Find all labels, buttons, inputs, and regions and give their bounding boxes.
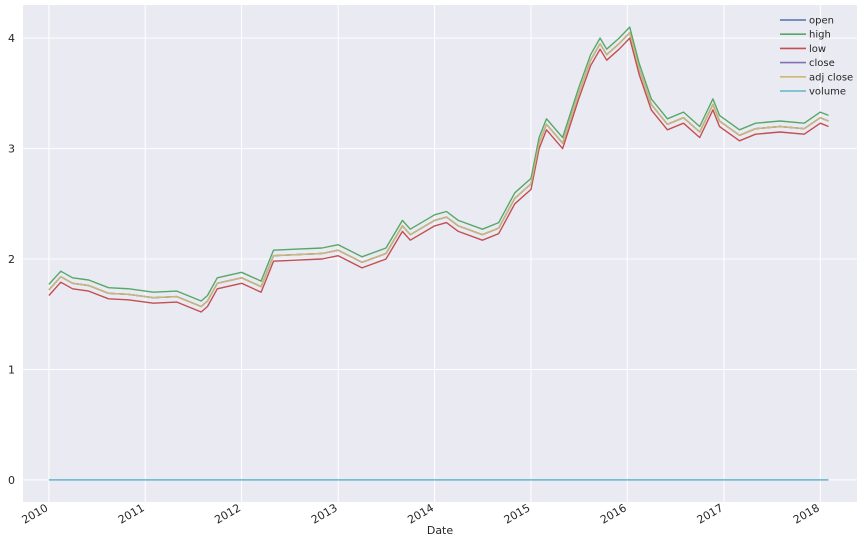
x-tick-label: 2013 xyxy=(309,501,340,526)
series-group xyxy=(48,26,829,481)
legend-label: adj close xyxy=(809,72,853,83)
series-line-low xyxy=(48,37,829,313)
legend-label: open xyxy=(809,16,834,27)
x-tick-label: 2011 xyxy=(116,501,147,526)
x-axis-label: Date xyxy=(427,524,454,537)
x-tick-label: 2018 xyxy=(791,501,822,526)
x-tick-label: 2014 xyxy=(405,501,436,526)
series-line-adj-close xyxy=(48,31,829,308)
legend-label: close xyxy=(809,58,835,69)
legend: open high low close adj close volume xyxy=(780,16,853,98)
x-tick-label: 2017 xyxy=(695,501,726,526)
series-line-high xyxy=(48,26,829,302)
x-tick-label: 2012 xyxy=(212,501,243,526)
grid xyxy=(23,5,857,502)
legend-label: high xyxy=(809,30,831,41)
x-tick-label: 2016 xyxy=(598,501,629,526)
x-axis-ticks: 2010 2011 2012 2013 2014 2015 2016 2017 2018 xyxy=(20,501,822,526)
legend-label: low xyxy=(809,44,826,55)
y-tick-label: 4 xyxy=(8,32,15,45)
plot-area xyxy=(23,5,857,502)
y-tick-label: 0 xyxy=(8,474,15,487)
y-tick-label: 1 xyxy=(8,363,15,376)
x-tick-label: 2015 xyxy=(502,501,533,526)
y-axis-ticks: 0 1 2 3 4 xyxy=(8,32,15,487)
x-tick-label: 2010 xyxy=(20,501,51,526)
y-tick-label: 2 xyxy=(8,253,15,266)
y-tick-label: 3 xyxy=(8,143,15,156)
legend-label: volume xyxy=(809,87,846,98)
